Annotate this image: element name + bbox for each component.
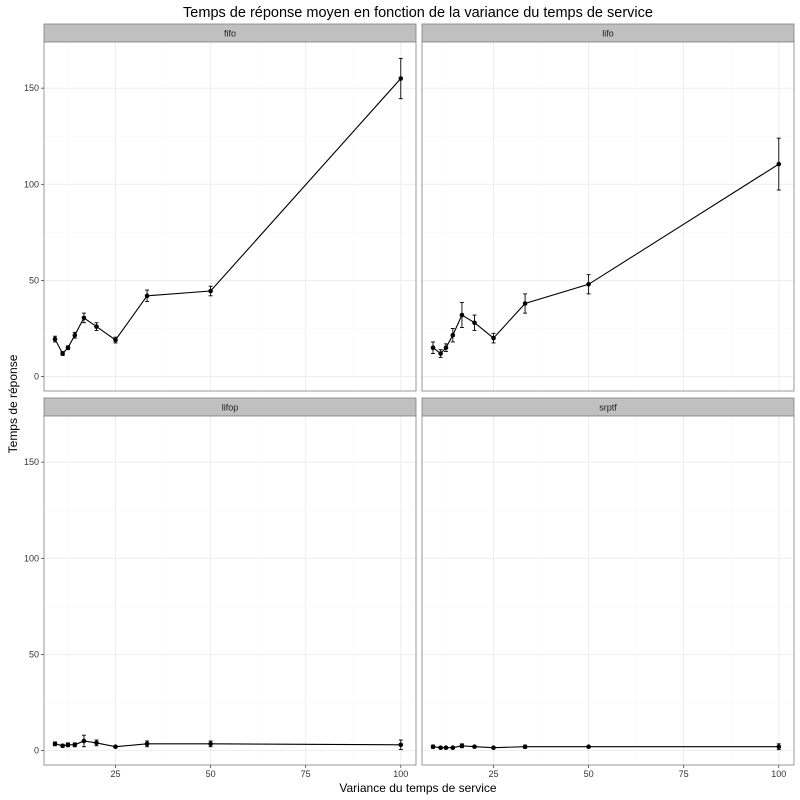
data-point (586, 281, 591, 287)
x-tick-label: 75 (679, 769, 689, 779)
data-point (776, 161, 782, 167)
data-point (586, 744, 591, 750)
y-axis-title: Temps de réponse (6, 354, 20, 453)
data-point (438, 351, 443, 356)
data-point (52, 336, 58, 342)
y-tick-label: 150 (24, 83, 39, 93)
y-tick-label: 100 (24, 553, 39, 563)
panel-background (422, 42, 794, 391)
data-point (443, 345, 449, 351)
data-point (208, 741, 213, 747)
data-point (94, 740, 99, 746)
data-point (459, 312, 465, 318)
data-point (491, 745, 496, 750)
panel-background (422, 416, 794, 765)
data-point (72, 332, 78, 338)
data-point (60, 351, 65, 356)
data-point (81, 738, 87, 744)
y-tick-label: 50 (29, 649, 39, 659)
panel-border (421, 415, 795, 766)
data-point (113, 744, 118, 750)
data-point (60, 743, 65, 749)
chart-title: Temps de réponse moyen en fonction de la… (183, 5, 653, 21)
data-point (81, 315, 87, 321)
y-tick-label: 100 (24, 179, 39, 189)
data-point (144, 741, 150, 747)
data-point (522, 744, 528, 750)
data-point (459, 743, 465, 749)
facet-strip-label: lifop (222, 403, 239, 413)
panel-background (44, 416, 416, 765)
data-point (443, 745, 449, 750)
facet-strip-label: fifo (224, 29, 236, 39)
data-point (450, 332, 456, 338)
x-tick-label: 25 (111, 769, 121, 779)
x-tick-label: 50 (584, 769, 594, 779)
panel-border (421, 41, 795, 392)
facet-panels: fifo 0 50 100 150 lifo lifop 0 50 100 150 25 50 75 100… (24, 23, 795, 779)
facet-panel-srptf: srptf 25 50 75 100 (421, 397, 795, 779)
data-point (94, 324, 99, 329)
facet-panel-fifo: fifo 0 50 100 150 (24, 23, 417, 392)
data-point (72, 742, 78, 748)
data-point (144, 293, 150, 299)
data-point (208, 288, 213, 294)
data-point (438, 745, 443, 750)
y-tick-label: 50 (29, 275, 39, 285)
y-tick-label: 0 (34, 372, 39, 382)
facet-strip-label: lifo (602, 29, 614, 39)
series-line (432, 745, 779, 749)
data-point (776, 744, 782, 750)
series-line (432, 163, 780, 355)
x-tick-label: 25 (489, 769, 499, 779)
data-point (491, 335, 496, 341)
x-tick-label: 100 (771, 769, 786, 779)
data-point (65, 742, 71, 748)
data-point (52, 741, 58, 747)
facet-panel-lifo: lifo (421, 23, 795, 392)
x-tick-label: 100 (393, 769, 408, 779)
facet-panel-lifop: lifop 0 50 100 150 25 50 75 100 (24, 397, 417, 779)
y-tick-label: 0 (34, 746, 39, 756)
data-point (398, 76, 404, 81)
panel-border (43, 41, 417, 392)
series-line (54, 740, 401, 748)
series-line (54, 78, 402, 355)
data-point (398, 742, 404, 748)
data-point (430, 744, 436, 750)
data-point (430, 345, 436, 351)
x-axis-title: Variance du temps de service (339, 781, 497, 795)
panel-border (43, 415, 417, 766)
facet-strip-label: srptf (599, 403, 617, 413)
data-point (113, 337, 118, 343)
y-tick-label: 150 (24, 457, 39, 467)
x-tick-label: 75 (301, 769, 311, 779)
x-tick-label: 50 (206, 769, 216, 779)
data-point (472, 320, 477, 326)
data-point (472, 744, 477, 750)
data-point (522, 301, 528, 306)
data-point (450, 745, 456, 750)
panel-background (44, 42, 416, 391)
data-point (65, 345, 71, 351)
